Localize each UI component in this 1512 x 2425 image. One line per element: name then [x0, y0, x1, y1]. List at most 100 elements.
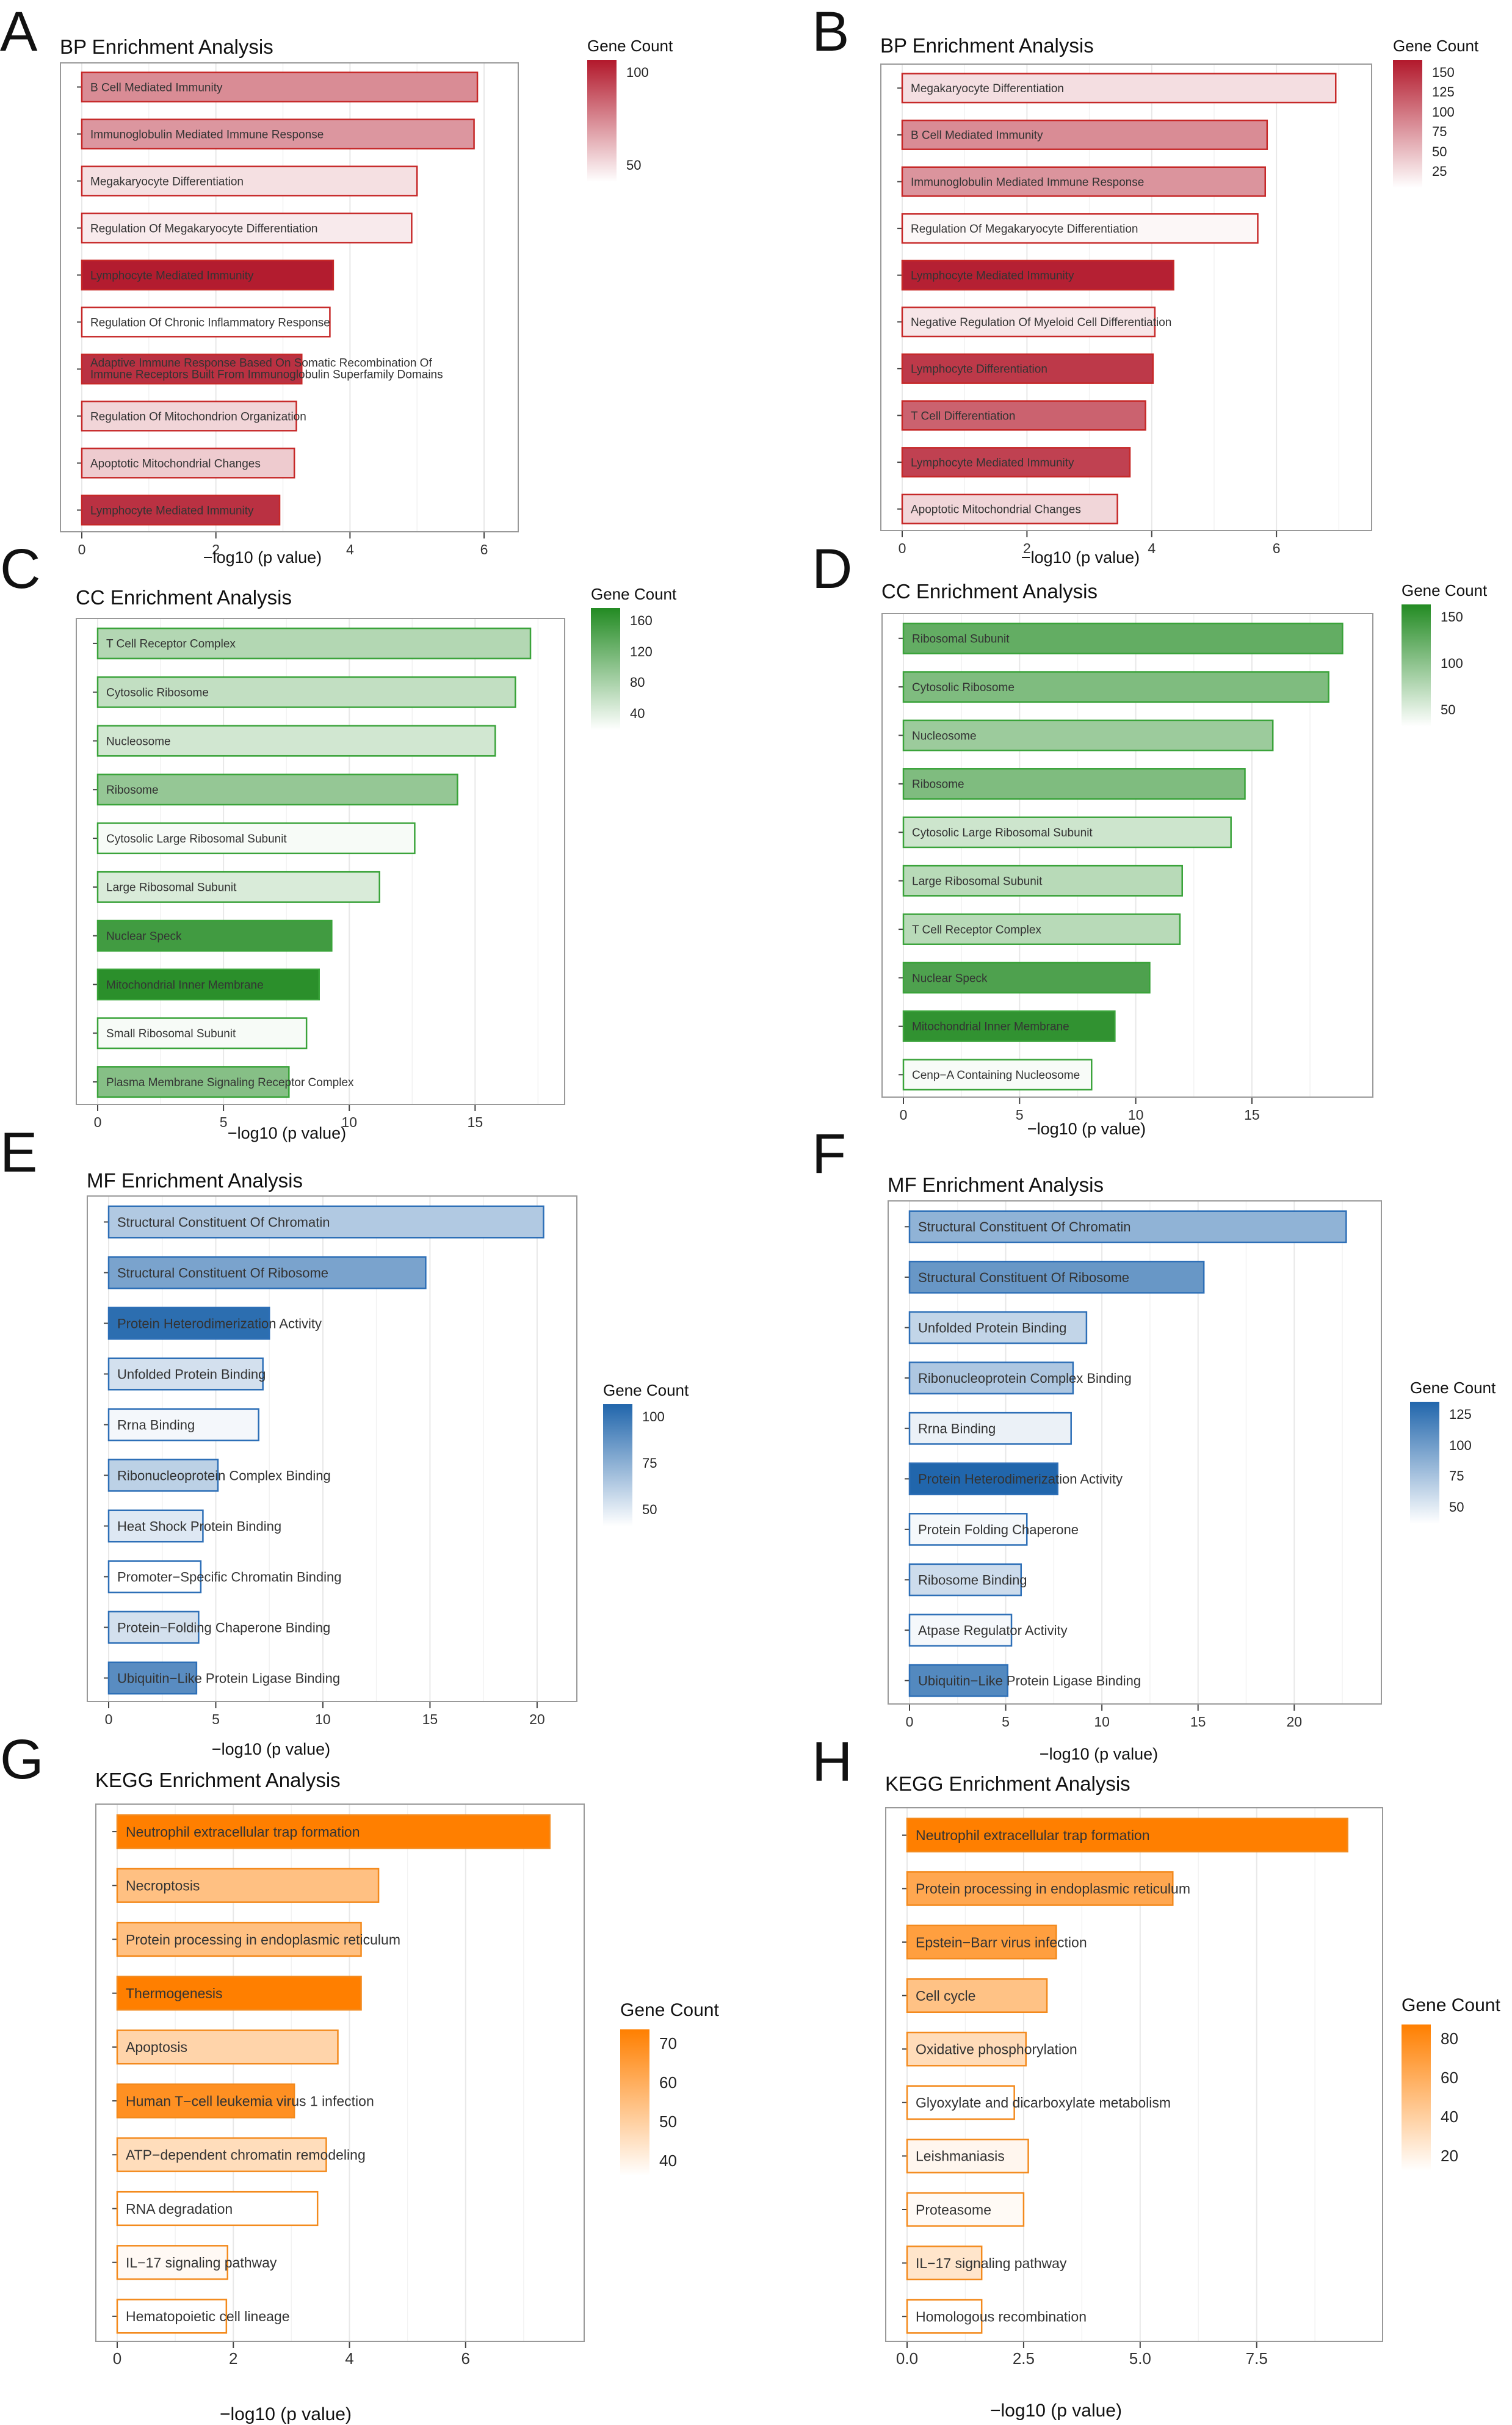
x-tick-label-f: 5 [1002, 1714, 1010, 1730]
bar-label-a-2: Immunoglobulin Mediated Immune Response [90, 128, 324, 141]
bar-a-1 [81, 71, 479, 103]
legend-tick-label-d: 100 [1441, 656, 1463, 671]
legend-title-h: Gene Count [1402, 1995, 1500, 2015]
bar-c-8 [96, 968, 320, 1001]
bar-label-b-8: T Cell Differentiation [911, 410, 1015, 422]
x-tick-label-f: 15 [1190, 1714, 1206, 1730]
x-tick-label-g: 0 [113, 2349, 121, 2368]
legend-tick-label-f: 125 [1449, 1407, 1472, 1422]
bar-label-a-1: B Cell Mediated Immunity [90, 81, 223, 94]
x-axis-title-b: −log10 (p value) [1021, 548, 1140, 567]
bar-b-1 [901, 73, 1337, 104]
plot-area-d: Ribosomal Subunit Cytosolic Ribosome Nucle… [881, 613, 1373, 1123]
legend-tick-label-c: 160 [630, 613, 653, 628]
legend-tick-label-g: 40 [659, 2151, 677, 2170]
legend-tick-label-b: 75 [1432, 124, 1447, 140]
bar-f-8 [908, 1563, 1022, 1597]
bar-d-5 [902, 816, 1232, 849]
x-tick-label-f: 10 [1094, 1714, 1110, 1730]
bar-label-c-2: Cytosolic Ribosome [106, 687, 209, 700]
legend-tick-label-b: 50 [1432, 143, 1447, 159]
x-tick-label-e: 0 [105, 1711, 113, 1727]
chart-title-a: BP Enrichment Analysis [60, 35, 273, 58]
bar-a-9 [81, 448, 295, 479]
bar-a-5 [81, 259, 335, 291]
chart-title-d: CC Enrichment Analysis [881, 580, 1098, 603]
bar-label-a-4: Regulation Of Megakaryocyte Differentiat… [90, 222, 317, 235]
x-tick-label-d: 10 [1128, 1107, 1144, 1123]
bar-c-1 [96, 627, 532, 659]
x-tick-label-b: 6 [1273, 540, 1281, 556]
bar-f-5 [908, 1412, 1072, 1445]
bar-f-4 [908, 1361, 1074, 1394]
legend-tick-label-g: 50 [659, 2112, 677, 2131]
panel-letter-a: A [0, 1, 38, 63]
bar-b-9 [901, 447, 1131, 478]
legend-title-c: Gene Count [591, 585, 677, 603]
panel-letter-h: H [812, 1731, 853, 1793]
chart-svg-c: T Cell Receptor Complex Cytosolic Ribosom… [93, 619, 539, 1130]
legend-colorbar-a [587, 60, 617, 182]
bar-f-9 [908, 1614, 1013, 1647]
bar-a-4 [81, 212, 413, 244]
bar-label-b-7: Lymphocyte Differentiation [911, 363, 1047, 376]
plot-area-g: Neutrophil extracellular trap formation N… [95, 1803, 585, 2368]
legend-title-b: Gene Count [1393, 37, 1479, 55]
bar-label-h-3: Epstein−Barr virus infection [916, 1934, 1087, 1950]
bar-c-10 [96, 1066, 290, 1098]
bar-g-9 [116, 2245, 228, 2280]
bar-label-b-6: Negative Regulation Of Myeloid Cell Diff… [911, 316, 1171, 329]
x-tick-label-a: 4 [346, 542, 354, 557]
bar-label-e-1: Structural Constituent Of Chromatin [117, 1214, 330, 1230]
bar-e-3 [107, 1307, 270, 1340]
bar-b-4 [901, 213, 1259, 244]
bar-d-4 [902, 768, 1246, 800]
bar-label-f-8: Ribosome Binding [918, 1572, 1027, 1587]
bar-f-6 [908, 1462, 1058, 1496]
bar-label-d-1: Ribosomal Subunit [912, 633, 1010, 646]
bar-e-10 [107, 1661, 198, 1695]
bar-c-9 [96, 1017, 308, 1049]
bar-label-e-2: Structural Constituent Of Ribosome [117, 1265, 328, 1280]
bar-h-10 [906, 2299, 983, 2334]
x-tick-label-f: 20 [1286, 1714, 1302, 1730]
bar-label-a-8: Regulation Of Mitochondrion Organization [90, 410, 306, 423]
legend-colorbar-g [620, 2029, 649, 2176]
bar-label-b-2: B Cell Mediated Immunity [911, 129, 1043, 142]
bar-label-d-5: Cytosolic Large Ribosomal Subunit [912, 827, 1093, 839]
bar-b-6 [901, 306, 1156, 338]
panel-letter-e: E [0, 1122, 38, 1184]
bar-label-f-2: Structural Constituent Of Ribosome [918, 1270, 1129, 1285]
bar-label-e-3: Protein Heterodimerization Activity [117, 1316, 322, 1331]
x-tick-label-f: 0 [906, 1714, 914, 1730]
bar-label-c-1: T Cell Receptor Complex [106, 638, 236, 651]
chart-svg-e: Structural Constituent Of Chromatin Struc… [104, 1197, 545, 1727]
legend-tick-label-e: 75 [642, 1455, 657, 1471]
x-tick-label-d: 5 [1016, 1107, 1024, 1123]
bar-label-g-6: Human T−cell leukemia virus 1 infection [126, 2093, 374, 2109]
bar-label-f-6: Protein Heterodimerization Activity [918, 1471, 1123, 1487]
legend-colorbar-h [1402, 2024, 1431, 2171]
bar-label-d-4: Ribosome [912, 778, 964, 791]
legend-tick-label-c: 120 [630, 643, 653, 659]
bar-label-c-10: Plasma Membrane Signaling Receptor Compl… [106, 1076, 354, 1089]
bar-label-e-5: Rrna Binding [117, 1417, 195, 1432]
bar-label-b-9: Lymphocyte Mediated Immunity [911, 457, 1074, 469]
bar-b-2 [901, 119, 1268, 150]
legend-tick-label-a: 50 [626, 158, 642, 173]
bar-label-f-7: Protein Folding Chaperone [918, 1522, 1079, 1537]
bar-label-h-7: Leishmaniasis [916, 2148, 1005, 2164]
bar-label-h-5: Oxidative phosphorylation [916, 2041, 1077, 2057]
x-tick-label-a: 2 [212, 542, 220, 557]
bar-b-10 [901, 493, 1118, 524]
x-tick-label-b: 0 [899, 540, 906, 556]
legend-tick-label-d: 50 [1441, 702, 1456, 717]
x-tick-label-e: 5 [212, 1711, 220, 1727]
legend-tick-label-h: 60 [1441, 2068, 1458, 2087]
bar-c-2 [96, 676, 516, 708]
chart-svg-d: Ribosomal Subunit Cytosolic Ribosome Nucle… [899, 614, 1344, 1123]
bar-label-h-9: IL−17 signaling pathway [916, 2255, 1067, 2271]
chart-title-c: CC Enrichment Analysis [76, 586, 292, 609]
bar-d-9 [902, 1010, 1116, 1042]
plot-area-f: Structural Constituent Of Chromatin Struc… [888, 1200, 1382, 1730]
